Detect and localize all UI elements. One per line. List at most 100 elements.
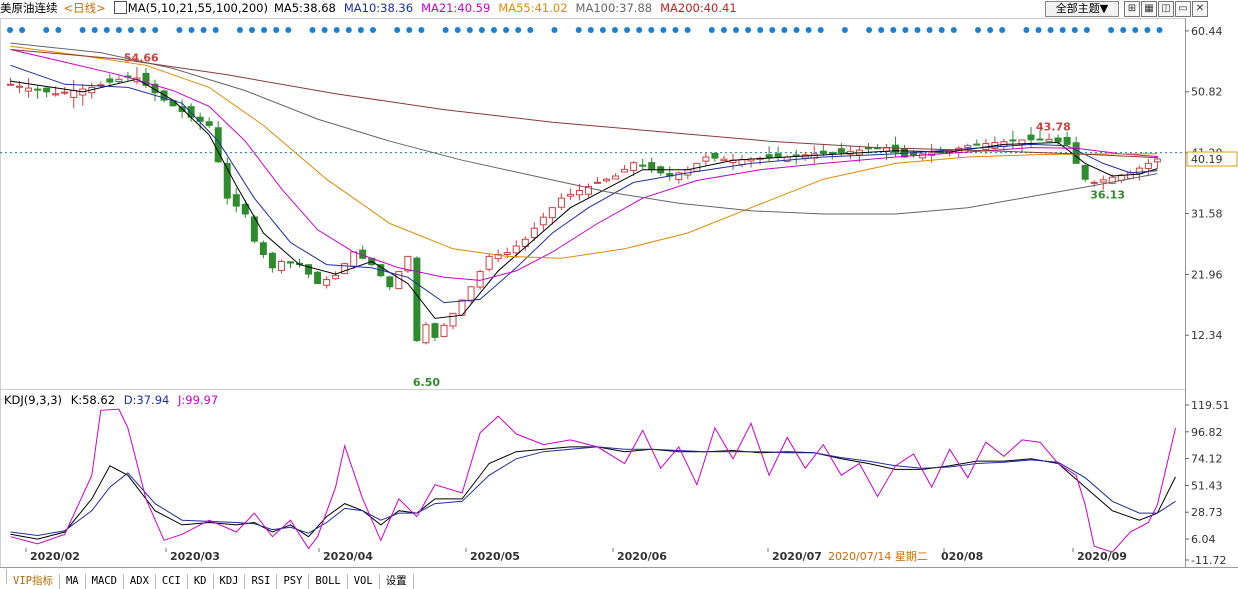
tab-5[interactable]: KD [188, 574, 214, 589]
candle-body [539, 216, 547, 226]
candle-body [494, 253, 502, 260]
tab-7[interactable]: RSI [245, 574, 278, 589]
tab-10[interactable]: VOL [348, 574, 380, 589]
ma-value-5: MA200:40.41 [660, 1, 737, 15]
signal-dot [624, 27, 631, 33]
tab-scroll-arrow-icon[interactable] [0, 569, 7, 584]
signal-dot [684, 27, 691, 33]
candle-body [792, 154, 800, 157]
kdj-header: KDJ(9,3,3) K:58.62 D:37.94 J:99.97 [4, 393, 223, 407]
candle-body [1144, 162, 1152, 169]
candle-body [675, 172, 683, 181]
cursor-date-label: 2020/07/14 星期二 [828, 550, 928, 563]
close-icon[interactable]: ✕ [1192, 1, 1208, 17]
candle-body [1090, 181, 1098, 184]
kdj-tick-label: 28.73 [1191, 506, 1223, 519]
candle-body [241, 203, 249, 215]
signal-dot [200, 27, 207, 33]
signal-dot [612, 27, 618, 33]
price-tick-label: 50.82 [1191, 86, 1223, 99]
kdj-tick-label: 51.43 [1191, 479, 1223, 492]
signal-dot [902, 27, 909, 33]
signal-dot [599, 27, 606, 33]
date-axis-label: 020/08 [941, 550, 983, 563]
window-icon[interactable]: ▭ [1175, 1, 1191, 17]
signal-dot [890, 27, 897, 33]
candle-body [223, 163, 231, 199]
candle-body [603, 178, 611, 182]
indicator-tab-bar: VIP指标 MA MACD ADX CCI KD KDJ RSI PSY BOLL VOL 设置 [0, 569, 1238, 589]
ma-toggle-icon[interactable] [113, 1, 127, 14]
signal-dot [212, 27, 219, 33]
candle-body [232, 194, 240, 207]
grid-icon[interactable]: ▦ [1141, 1, 1157, 17]
candle-body [1063, 137, 1071, 145]
signal-dot [841, 27, 848, 33]
candle-body [7, 83, 15, 86]
tab-1[interactable]: MA [60, 574, 86, 589]
tab-2[interactable]: MACD [86, 574, 124, 589]
kdj-tick-label: 74.12 [1191, 453, 1223, 466]
candle-body [584, 185, 592, 195]
candle-body [205, 121, 213, 126]
signal-dot [370, 27, 376, 33]
signal-dot [115, 27, 122, 33]
candle-body [323, 278, 331, 286]
candle-body [259, 242, 267, 255]
ma-value-4: MA100:37.88 [575, 1, 653, 15]
signal-dot [273, 27, 280, 33]
signal-dot [914, 27, 921, 33]
kdj-d-value: D:37.94 [123, 393, 170, 407]
candle-body [106, 78, 114, 83]
price-tick-label: 21.96 [1191, 268, 1223, 281]
signal-dot [1156, 27, 1163, 33]
signal-dot [345, 27, 352, 33]
period-label[interactable]: <日线> [63, 1, 106, 15]
candle-body [386, 276, 394, 288]
candle-body [639, 164, 647, 167]
candle-body [314, 271, 322, 285]
signal-dot [442, 27, 449, 33]
signal-dot [1023, 27, 1030, 33]
signal-dot [660, 27, 667, 33]
signal-dot [236, 27, 243, 33]
signal-dot [648, 27, 655, 33]
signal-dot [805, 27, 812, 33]
instrument-title: 美原油连续 [0, 1, 58, 15]
signal-dot [720, 27, 727, 33]
candle-body [1153, 158, 1161, 163]
signal-dot [406, 27, 413, 33]
last-price-box [1186, 151, 1238, 167]
tab-3[interactable]: ADX [124, 574, 156, 589]
theme-dropdown-button[interactable]: 全部主题▼ [1045, 1, 1119, 17]
signal-dot [1108, 27, 1115, 33]
tab-8[interactable]: PSY [277, 574, 310, 589]
price-annotation: 6.50 [413, 376, 440, 389]
signal-dot [636, 27, 643, 33]
signal-dot [91, 27, 98, 33]
last-price-label: 40.19 [1191, 153, 1223, 166]
split-icon[interactable]: ◫ [1158, 1, 1174, 17]
date-axis-label: 2020/06 [617, 550, 667, 563]
tab-6[interactable]: KDJ [214, 574, 246, 589]
tab-11[interactable]: 设置 [380, 574, 414, 589]
tab-0[interactable]: VIP指标 [7, 574, 60, 589]
signal-dot [1083, 27, 1090, 33]
tile-icon[interactable]: ⊞ [1124, 1, 1140, 17]
tab-4[interactable]: CCI [156, 574, 188, 589]
price-tick-label: 31.58 [1191, 207, 1223, 220]
candle-body [1054, 137, 1062, 143]
ma-line-ma10 [10, 64, 1158, 304]
kdj-tick-label: -11.72 [1191, 554, 1226, 567]
price-pane-border [0, 18, 1186, 390]
ma-line-ma55 [10, 45, 1158, 259]
tab-9[interactable]: BOLL [309, 574, 348, 589]
candle-body [350, 251, 358, 267]
kdj-line-k [10, 446, 1176, 540]
ma-params: MA(5,10,21,55,100,200) [127, 1, 268, 15]
signal-dot [672, 27, 679, 33]
candle-body [142, 72, 150, 86]
signal-dot [466, 27, 473, 33]
signal-dot [950, 27, 957, 33]
